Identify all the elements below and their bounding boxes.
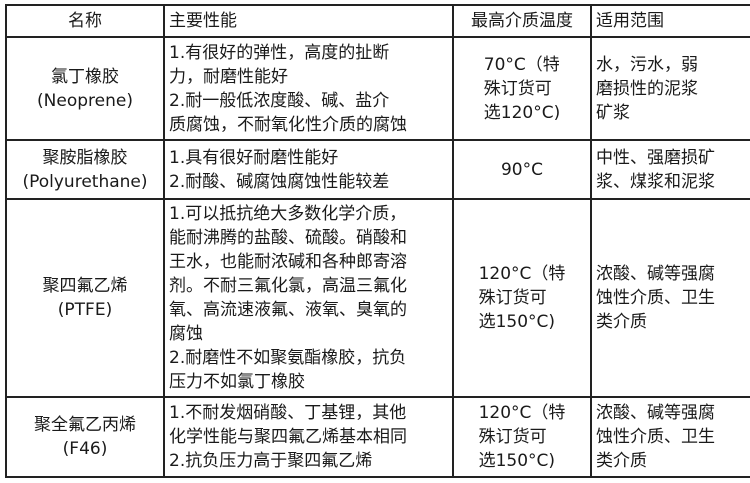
cell-line: 殊订货可 — [483, 78, 552, 99]
table-row: 聚全氟乙丙烯 (F46) 1.不耐发烟硝酸、丁基锂，其他 化学性能与聚四氟乙烯基本相同… — [5, 396, 750, 478]
name-cell: 聚全氟乙丙烯 (F46) — [5, 396, 165, 478]
performance-cell: 1.有很好的弹性，高度的扯断 力，耐磨性能好 2.耐一般低浓度酸、碱、盐介 质腐蚀，不… — [163, 36, 454, 141]
max-temp-cell: 120°C（特 殊订货可选150°C) — [452, 396, 592, 478]
cell-line: 2.耐酸、碱腐蚀腐蚀性能较差 — [169, 171, 390, 192]
max-temp-cell: 120°C（特 殊订货可选150°C) — [452, 198, 592, 398]
cell-line: 中性、强磨损矿 — [596, 147, 715, 168]
header-performance: 主要性能 — [163, 4, 454, 38]
max-temp-cell: 90°C — [452, 139, 592, 200]
cell-line: 90°C — [500, 159, 543, 180]
cell-line: 聚胺脂橡胶 — [42, 147, 128, 168]
materials-table: 名称 主要性能 最高介质温度 适用范围 氯丁橡胶 (Neoprene) 1.有很好的… — [5, 4, 750, 478]
cell-line: 化学性能与聚四氟乙烯基本相同 — [169, 427, 407, 447]
scope-cell: 中性、强磨损矿 浆、煤浆和泥浆 — [590, 139, 750, 200]
cell-line: (F46) — [62, 439, 108, 459]
cell-line: (PTFE) — [57, 300, 113, 320]
cell-line: 1.有很好的弹性，高度的扯断 — [169, 42, 390, 63]
name-cell: 氯丁橡胶 (Neoprene) — [5, 36, 165, 141]
cell-line: 能耐沸腾的盐酸、硫酸。硝酸和 — [169, 228, 407, 248]
header-row: 名称 主要性能 最高介质温度 适用范围 — [5, 4, 750, 38]
cell-line: 1.具有很好耐磨性能好 — [169, 147, 339, 168]
cell-line: 矿浆 — [596, 102, 630, 123]
cell-line: 2.耐一般低浓度酸、碱、盐介 — [169, 90, 390, 111]
cell-line: 腐蚀 — [169, 324, 203, 344]
header-name: 名称 — [5, 4, 165, 38]
performance-cell: 1.不耐发烟硝酸、丁基锂，其他 化学性能与聚四氟乙烯基本相同 2.抗负压力高于聚四氟… — [163, 396, 454, 478]
cell-line: 王水，也能耐浓碱和各种郎寄溶 — [169, 252, 407, 272]
performance-cell: 1.具有很好耐磨性能好 2.耐酸、碱腐蚀腐蚀性能较差 — [163, 139, 454, 200]
scope-cell: 浓酸、碱等强腐 蚀性介质、卫生 类介质 — [590, 396, 750, 478]
cell-line: 质腐蚀，不耐氧化性介质的腐蚀 — [169, 114, 407, 135]
cell-line: 氯丁橡胶 — [51, 66, 119, 87]
cell-line: 压力不如氯丁橡胶 — [169, 372, 305, 392]
cell-line: 120°C（特 — [478, 264, 566, 284]
cell-line: 力，耐磨性能好 — [169, 66, 288, 87]
cell-line: 选150°C) — [478, 312, 556, 332]
cell-line: 殊订货可 — [478, 288, 547, 308]
cell-line: 氧、高流速液氟、液氧、臭氧的 — [169, 300, 407, 320]
scope-cell: 浓酸、碱等强腐 蚀性介质、卫生 类介质 — [590, 198, 750, 398]
cell-line: 聚四氟乙烯 — [42, 276, 128, 296]
cell-line: 2.抗负压力高于聚四氟乙烯 — [169, 451, 373, 471]
name-cell: 聚胺脂橡胶 (Polyurethane) — [5, 139, 165, 200]
cell-line: 1.可以抵抗绝大多数化学介质， — [169, 204, 407, 224]
cell-line: 70°C（特 — [483, 54, 560, 75]
cell-line: 选150°C) — [478, 451, 556, 471]
cell-line: (Polyurethane) — [22, 171, 148, 192]
cell-line: 1.不耐发烟硝酸、丁基锂，其他 — [169, 403, 407, 423]
cell-line: 蚀性介质、卫生 — [596, 288, 715, 308]
table-row: 氯丁橡胶 (Neoprene) 1.有很好的弹性，高度的扯断 力，耐磨性能好 2.耐一般… — [5, 36, 750, 141]
cell-line: (Neoprene) — [37, 90, 133, 111]
scope-cell: 水，污水，弱 磨损性的泥浆 矿浆 — [590, 36, 750, 141]
cell-line: 剂。不耐三氟化氯，高温三氟化 — [169, 276, 407, 296]
max-temp-cell: 70°C（特 殊订货可选120°C) — [452, 36, 592, 141]
cell-line: 浓酸、碱等强腐 — [596, 264, 715, 284]
cell-line: 磨损性的泥浆 — [596, 78, 698, 99]
name-cell: 聚四氟乙烯 (PTFE) — [5, 198, 165, 398]
cell-line: 蚀性介质、卫生 — [596, 427, 715, 447]
cell-line: 聚全氟乙丙烯 — [34, 415, 136, 435]
table-row: 聚四氟乙烯 (PTFE) 1.可以抵抗绝大多数化学介质， 能耐沸腾的盐酸、硫酸。硝酸和… — [5, 198, 750, 398]
cell-line: 类介质 — [596, 312, 647, 332]
cell-line: 类介质 — [596, 451, 647, 471]
header-max-temp: 最高介质温度 — [452, 4, 592, 38]
performance-cell: 1.可以抵抗绝大多数化学介质， 能耐沸腾的盐酸、硫酸。硝酸和 王水，也能耐浓碱和各种… — [163, 198, 454, 398]
cell-line: 浆、煤浆和泥浆 — [596, 171, 715, 192]
cell-line: 水，污水，弱 — [596, 54, 698, 75]
header-scope: 适用范围 — [590, 4, 750, 38]
cell-line: 殊订货可 — [478, 427, 547, 447]
cell-line: 浓酸、碱等强腐 — [596, 403, 715, 423]
cell-line: 选120°C) — [483, 102, 561, 123]
cell-line: 2.耐磨性不如聚氨酯橡胶，抗负 — [169, 348, 407, 368]
cell-line: 120°C（特 — [478, 403, 566, 423]
table-row: 聚胺脂橡胶 (Polyurethane) 1.具有很好耐磨性能好 2.耐酸、碱腐蚀腐蚀… — [5, 139, 750, 200]
